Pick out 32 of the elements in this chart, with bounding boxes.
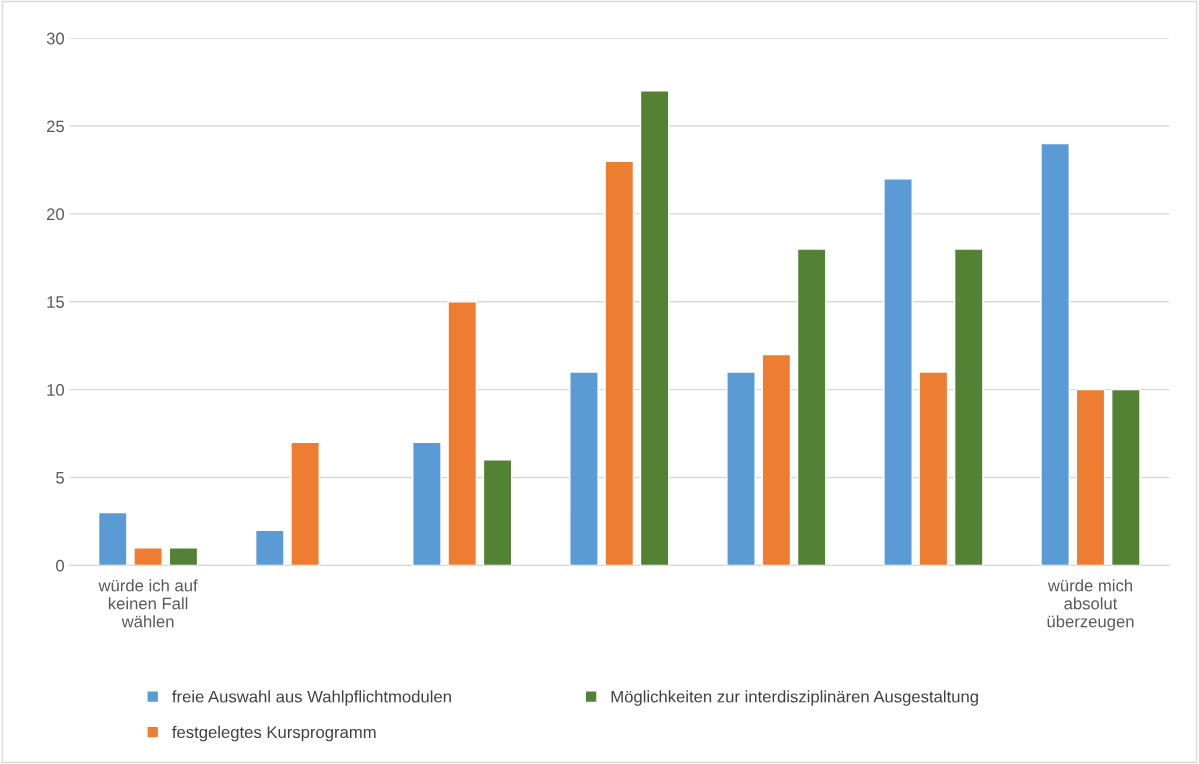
bar	[133, 547, 163, 566]
y-tick-label: 20	[46, 208, 65, 221]
y-tick-label: 15	[47, 296, 64, 308]
legend-label: Möglichkeiten zur interdisziplinären Ausgestaltung	[611, 690, 978, 706]
legend-label: freie Auswahl aus Wahlpflichtmodulen	[172, 690, 451, 706]
y-tick-label: 25	[46, 120, 64, 133]
bar	[883, 178, 913, 566]
bar	[482, 459, 513, 566]
bar	[1110, 388, 1141, 566]
bar	[761, 353, 792, 566]
bar	[569, 371, 599, 566]
bar	[639, 90, 670, 566]
bar	[412, 441, 442, 566]
y-tick-label: 30	[46, 32, 65, 45]
bar	[604, 160, 635, 566]
x-tick-label: würde ich auf keinen Fall wählen	[98, 579, 198, 628]
bar	[447, 301, 478, 566]
bar	[953, 248, 984, 566]
y-tick-label: 5	[56, 472, 64, 484]
bar	[168, 547, 199, 566]
x-tick-label: würde mich absolut überzeugen	[1047, 579, 1134, 631]
bar	[254, 529, 285, 566]
y-tick-label: 0	[56, 559, 65, 572]
legend-label: festgelegtes Kursprogramm	[172, 725, 376, 742]
bar	[290, 441, 320, 566]
bar	[1075, 388, 1106, 566]
bar	[796, 248, 827, 566]
bar	[97, 511, 128, 566]
bar	[726, 371, 756, 566]
bar	[918, 371, 949, 566]
bar	[1040, 142, 1070, 566]
y-tick-label: 10	[47, 384, 65, 396]
